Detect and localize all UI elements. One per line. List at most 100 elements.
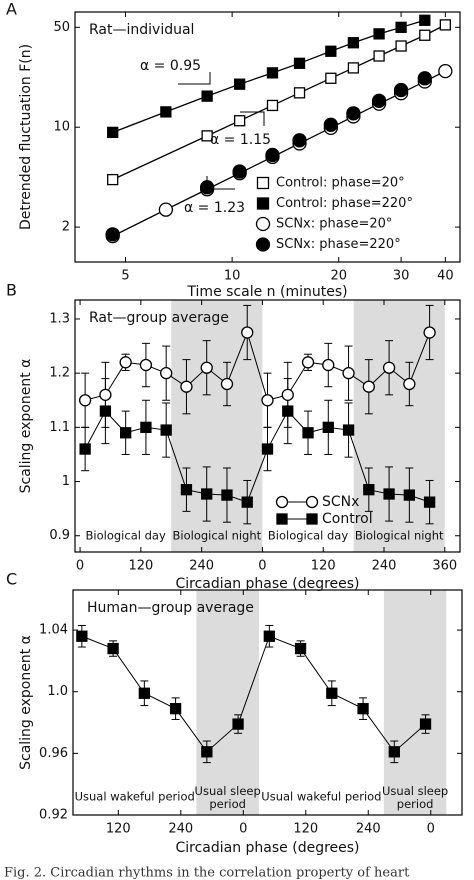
x-tick-label: 240 <box>356 822 381 837</box>
point <box>294 642 307 655</box>
point <box>383 488 395 500</box>
point <box>362 380 375 393</box>
x-tick-label: 240 <box>372 559 397 574</box>
point <box>395 21 407 33</box>
point <box>419 29 431 41</box>
y-tick-label: 1.2 <box>49 366 70 381</box>
series-line <box>81 635 426 753</box>
point <box>363 484 375 496</box>
x-tick-label: 30 <box>393 269 410 284</box>
legend-marker <box>276 513 288 525</box>
point <box>438 63 453 79</box>
point <box>107 642 119 655</box>
legend-marker <box>255 237 271 252</box>
bracket <box>206 176 235 190</box>
shaded-region <box>196 590 259 815</box>
point <box>419 14 431 26</box>
legend-marker <box>256 197 270 210</box>
y-tick-label: 10 <box>53 120 70 135</box>
x-tick-label: 10 <box>224 269 241 284</box>
point <box>301 356 315 369</box>
point <box>160 106 172 118</box>
y-tick-label: 1.1 <box>49 420 70 435</box>
point <box>138 687 150 699</box>
panel-1: Biological day Biological night Biological… <box>6 281 461 592</box>
point <box>99 388 112 401</box>
point <box>107 126 119 139</box>
point <box>322 421 334 434</box>
plot-frame <box>72 589 463 816</box>
x-tick-label: 5 <box>121 269 129 284</box>
point <box>139 358 153 372</box>
y-tick-label: 1 <box>62 474 70 489</box>
point <box>373 28 385 40</box>
point <box>266 99 279 112</box>
x-tick-label: 20 <box>330 269 347 284</box>
shaded-region <box>383 590 447 815</box>
point <box>266 67 279 79</box>
y-tick-label: 50 <box>53 20 70 35</box>
point <box>160 367 173 380</box>
y-axis-label: Scaling exponent α <box>18 635 34 770</box>
point <box>403 489 415 501</box>
point <box>346 106 361 121</box>
region-label: Biological night <box>173 529 262 543</box>
x-tick-label: 120 <box>293 822 318 837</box>
x-tick-label: 120 <box>311 559 336 574</box>
x-axis-label: Time scale n (minutes) <box>186 284 347 300</box>
plot-frame <box>74 11 461 263</box>
bracket <box>240 111 265 126</box>
point <box>200 361 213 374</box>
y-tick-label: 1.04 <box>39 623 68 638</box>
x-tick-label: 240 <box>168 822 193 837</box>
point <box>419 718 432 730</box>
point <box>373 50 385 62</box>
legend-marker <box>306 513 318 525</box>
y-tick-label: 1.3 <box>49 311 70 326</box>
point <box>169 703 182 715</box>
point <box>302 427 314 439</box>
point <box>158 202 174 217</box>
point <box>342 424 355 436</box>
annotation: Rat—group average <box>89 310 229 326</box>
point <box>201 488 213 500</box>
panel-2: Usual wakeful period Usual sleep periodUs… <box>6 570 463 856</box>
annotation: Human—group average <box>87 600 254 616</box>
point <box>395 40 407 52</box>
point <box>221 489 233 501</box>
point <box>140 421 152 434</box>
plot-frame <box>74 299 461 553</box>
x-tick-label: 120 <box>128 559 153 574</box>
point <box>423 496 436 508</box>
legend-label: SCNx <box>322 494 359 510</box>
x-tick-label: 40 <box>437 269 454 284</box>
legend-label: Control <box>322 511 373 527</box>
point <box>325 45 337 57</box>
x-tick-label: 360 <box>432 559 457 574</box>
point <box>293 87 306 99</box>
point <box>393 82 409 98</box>
x-axis-label: Circadian phase (degrees) <box>175 576 359 592</box>
point <box>292 133 307 148</box>
y-tick-label: 0.96 <box>39 746 68 761</box>
point <box>201 130 213 142</box>
point <box>241 496 253 508</box>
point <box>99 405 112 417</box>
region-label: Biological day <box>86 529 166 543</box>
point <box>180 484 193 496</box>
x-tick-label: 0 <box>427 822 435 837</box>
point <box>282 405 294 417</box>
region-label-box: Usual sleep period <box>195 785 261 811</box>
point <box>403 377 416 391</box>
point <box>160 424 172 436</box>
point <box>265 147 280 163</box>
region-label-box: Usual sleep period <box>382 785 448 811</box>
point <box>388 746 400 758</box>
y-tick-label: 0.9 <box>49 528 70 543</box>
y-tick-label: 1.0 <box>47 684 68 699</box>
point <box>347 37 360 49</box>
x-tick-label: 240 <box>189 559 214 574</box>
point <box>233 78 246 90</box>
y-tick-label: 2 <box>62 220 70 235</box>
